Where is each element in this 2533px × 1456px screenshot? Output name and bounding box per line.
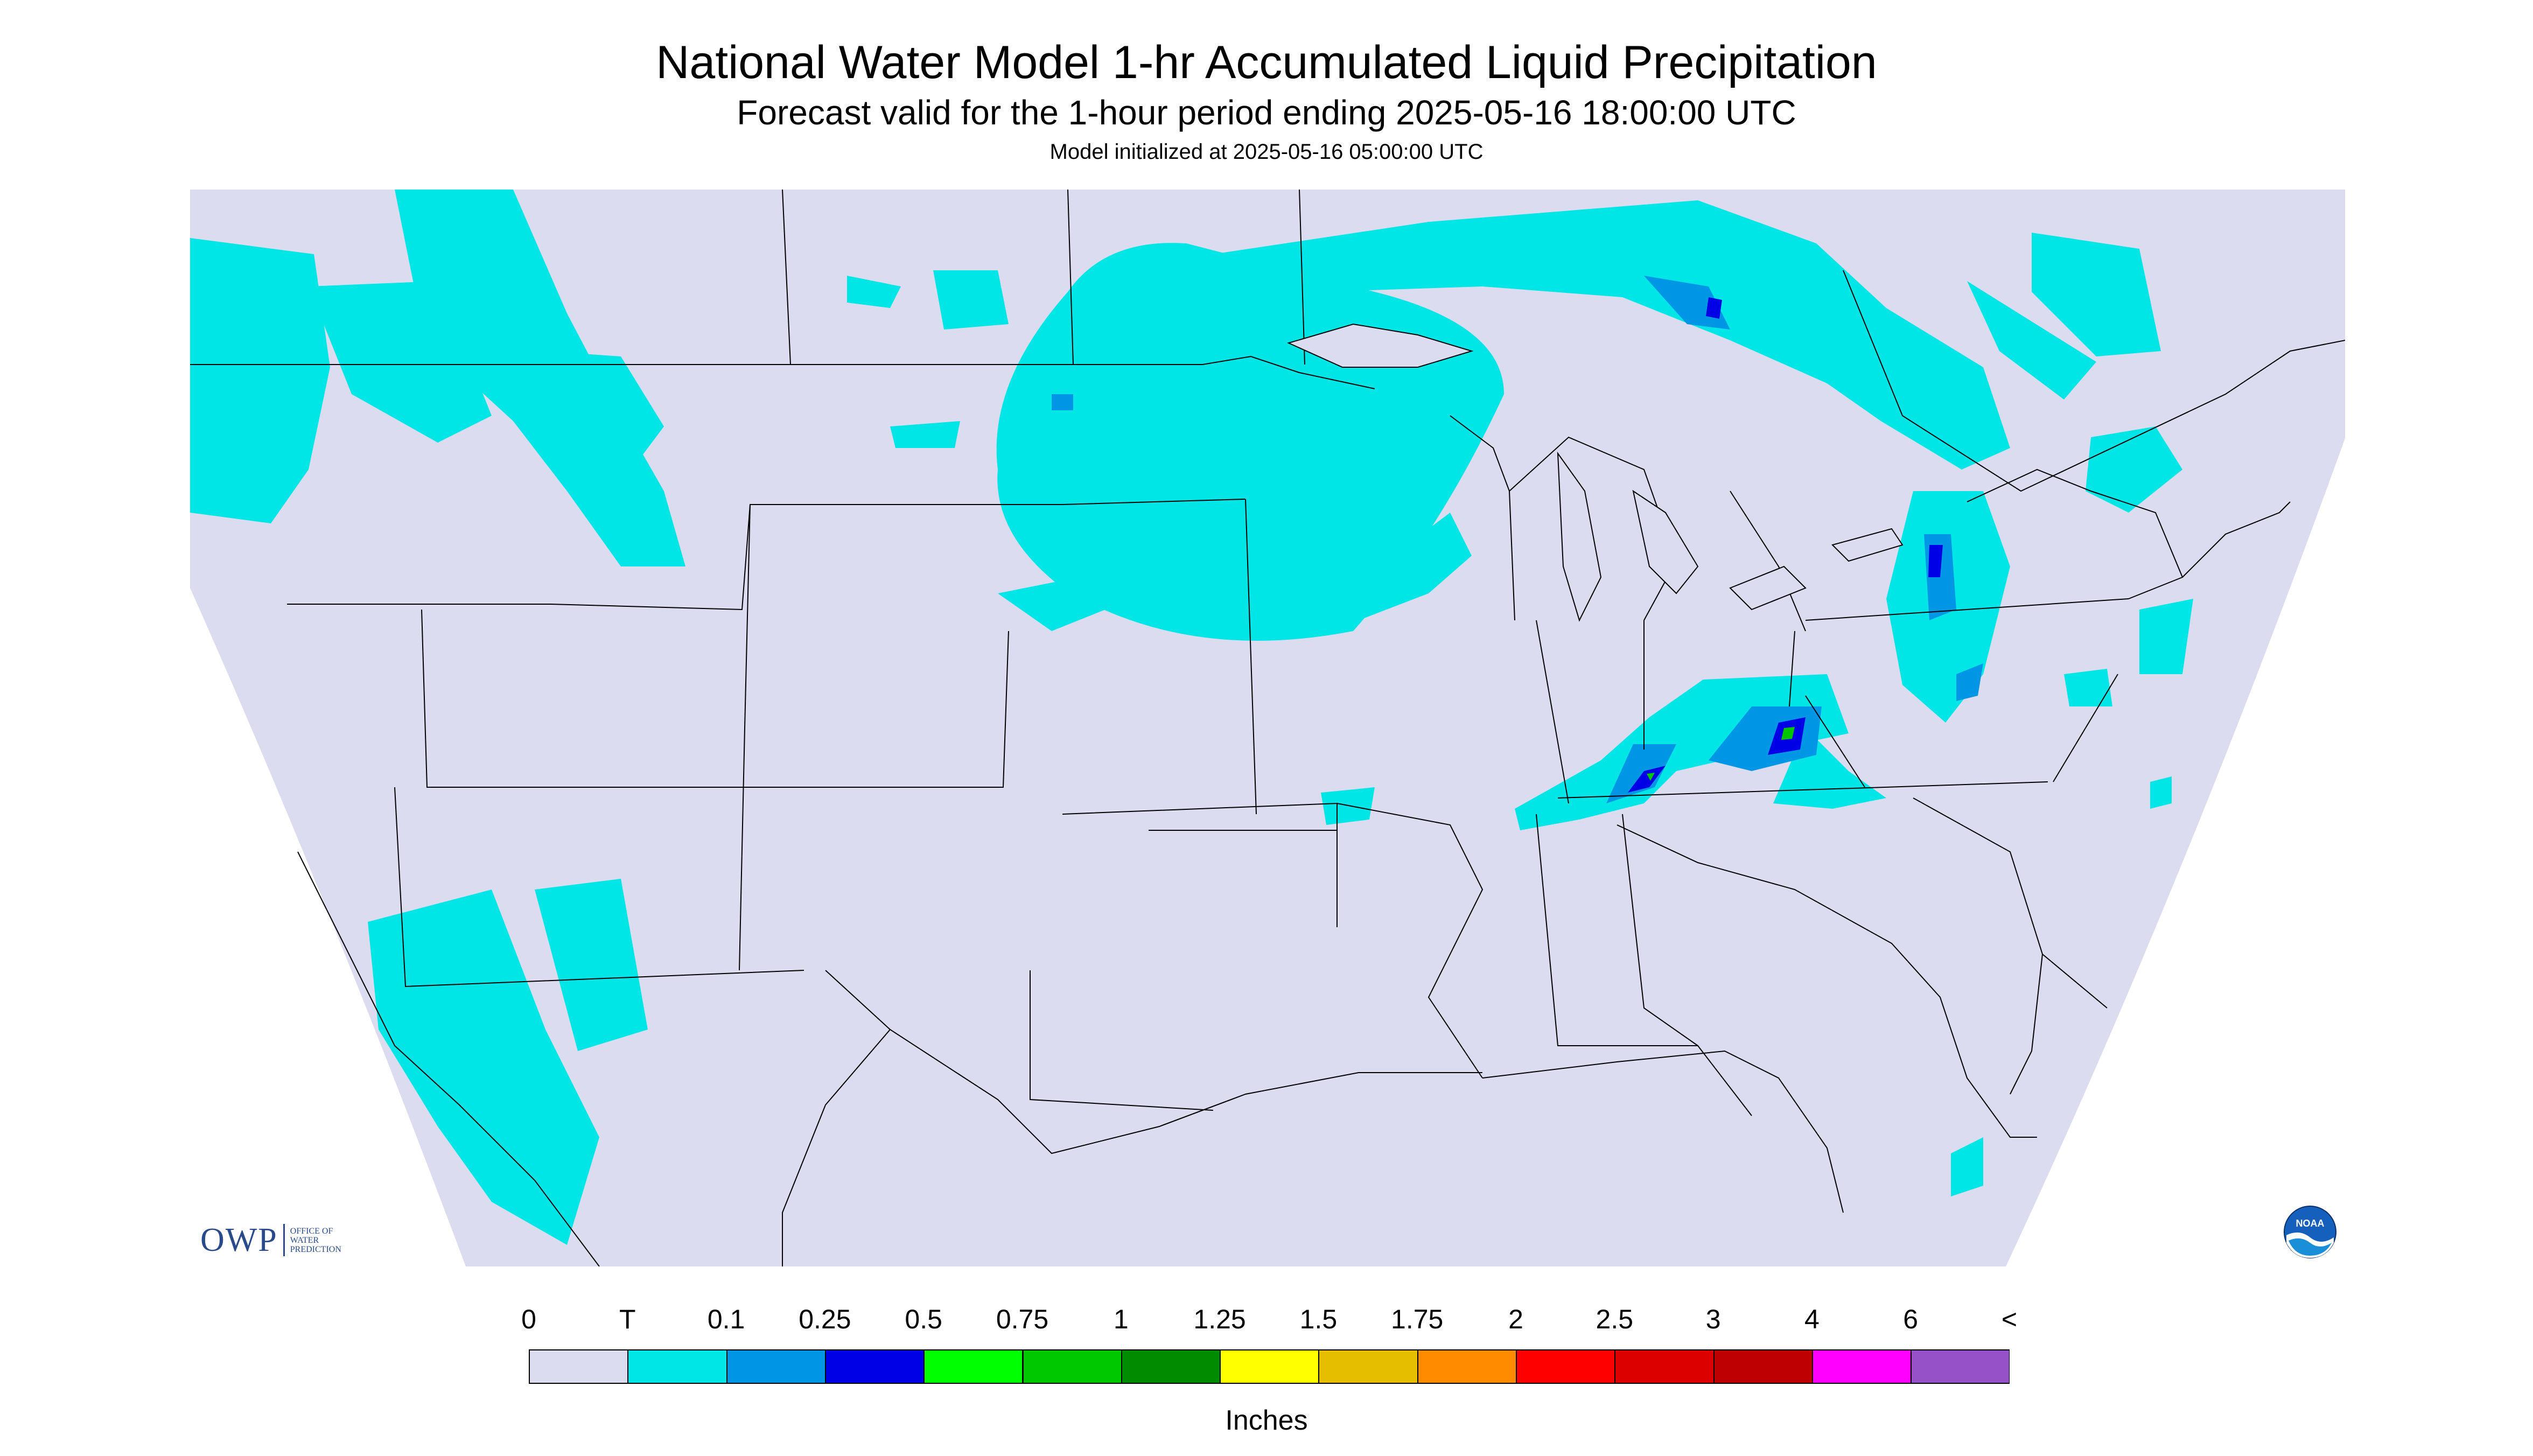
legend-label: 1.75 <box>1391 1304 1444 1334</box>
great-lakes <box>1287 323 1904 622</box>
noaa-logo-text: NOAA <box>2296 1218 2325 1229</box>
legend-swatch <box>1811 1349 1912 1384</box>
legend-swatch <box>1516 1349 1615 1384</box>
legend-swatch <box>1417 1349 1516 1384</box>
owp-logo: OWP OFFICE OF WATER PREDICTION <box>200 1221 360 1259</box>
legend-swatch <box>627 1349 727 1384</box>
legend-label: 1.5 <box>1299 1304 1338 1334</box>
legend-swatch <box>726 1349 825 1384</box>
legend-label: 4 <box>1804 1304 1820 1334</box>
precipitation-map <box>190 190 2345 1266</box>
legend-label: 0.1 <box>707 1304 745 1334</box>
legend-swatch <box>1713 1349 1813 1384</box>
legend-label: 1 <box>1113 1304 1129 1334</box>
legend-units: Inches <box>1225 1405 1308 1436</box>
legend-label: 0.75 <box>996 1304 1049 1334</box>
model-domain <box>190 190 2345 1266</box>
legend-swatch <box>1022 1349 1122 1384</box>
legend-label: 2.5 <box>1596 1304 1634 1334</box>
legend-swatch <box>1318 1349 1418 1384</box>
legend-swatch <box>1121 1349 1221 1384</box>
noaa-logo: NOAA <box>2283 1205 2337 1259</box>
map-subtitle: Forecast valid for the 1-hour period end… <box>737 93 1796 132</box>
model-init-time: Model initialized at 2025-05-16 05:00:00… <box>1049 140 1484 164</box>
legend-label: 0.5 <box>905 1304 942 1334</box>
legend-label: 3 <box>1705 1304 1721 1334</box>
legend-swatch <box>529 1349 628 1384</box>
legend-swatch <box>824 1349 925 1384</box>
legend-swatch <box>923 1349 1023 1384</box>
owp-logo-wordmark: OWP <box>200 1221 278 1258</box>
owp-logo-subtext: OFFICE OF WATER PREDICTION <box>290 1226 341 1254</box>
legend-label: 0 <box>521 1304 536 1334</box>
map-title: National Water Model 1-hr Accumulated Li… <box>656 37 1877 88</box>
legend-label: T <box>619 1304 636 1334</box>
boundary-lines <box>190 190 2345 1266</box>
legend-label: < <box>2001 1304 2018 1334</box>
legend-label: 1.25 <box>1193 1304 1246 1334</box>
legend-label: 0.25 <box>799 1304 851 1334</box>
legend-swatch <box>1911 1349 2010 1384</box>
legend-swatch <box>1220 1349 1319 1384</box>
legend-label: 2 <box>1508 1304 1523 1334</box>
legend-swatch <box>1614 1349 1714 1384</box>
owp-logo-divider <box>283 1224 285 1256</box>
precip-heavy-cores <box>1647 727 1795 781</box>
legend-label: 6 <box>1903 1304 1919 1334</box>
